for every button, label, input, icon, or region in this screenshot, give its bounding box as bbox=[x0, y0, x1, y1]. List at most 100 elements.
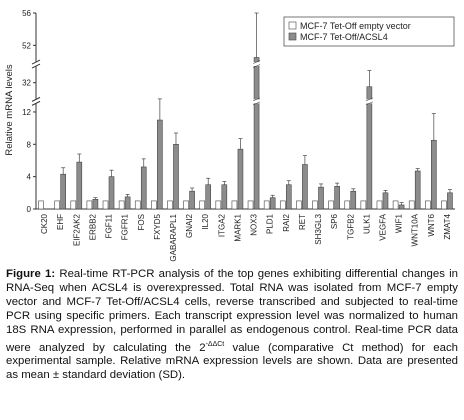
bar bbox=[70, 200, 77, 210]
bar bbox=[344, 200, 351, 210]
bar bbox=[447, 192, 453, 210]
bar bbox=[215, 200, 222, 210]
y-axis-label: Relative mRNA levels bbox=[4, 64, 15, 156]
axis-break bbox=[31, 100, 41, 106]
x-tick-label: RET bbox=[298, 214, 307, 230]
bar bbox=[92, 198, 99, 210]
bar-break bbox=[253, 62, 261, 67]
bar bbox=[102, 200, 109, 210]
x-tick-label: FGF11 bbox=[105, 213, 114, 238]
bar-break bbox=[253, 99, 261, 104]
bar bbox=[173, 144, 179, 210]
legend-swatch bbox=[288, 21, 297, 30]
bar bbox=[60, 173, 66, 210]
x-tick-label: FOS bbox=[137, 214, 146, 230]
bar bbox=[441, 200, 447, 210]
axis-break bbox=[31, 59, 41, 65]
x-tick-label: VEGFA bbox=[378, 213, 387, 240]
x-tick-label: ERBB2 bbox=[88, 213, 97, 240]
chart: Relative mRNA levels 0 4 8 12 32 52 56 CK20 EHF E… bbox=[4, 9, 455, 262]
bar bbox=[134, 200, 141, 210]
bar-break-mark bbox=[252, 101, 261, 106]
bar bbox=[328, 200, 334, 210]
caption-text: value (comparative Ct method) for each e… bbox=[6, 341, 458, 382]
x-tick-label: SH3GL3 bbox=[314, 213, 323, 244]
x-tick-label: RAI2 bbox=[282, 213, 291, 231]
y-tick-label: 4 bbox=[27, 173, 32, 182]
legend-swatch bbox=[288, 32, 297, 41]
bar bbox=[151, 200, 157, 210]
bar bbox=[425, 200, 431, 210]
bar bbox=[157, 119, 163, 210]
x-tick-label: FXYD5 bbox=[153, 213, 162, 239]
bar bbox=[360, 200, 367, 210]
bar bbox=[312, 200, 318, 210]
bar bbox=[318, 186, 324, 210]
bar-break-mark bbox=[252, 64, 261, 68]
legend-box bbox=[283, 16, 455, 47]
y-tick-label: 56 bbox=[22, 9, 31, 18]
bar bbox=[392, 200, 399, 210]
y-tick-label: 52 bbox=[22, 41, 31, 50]
bar bbox=[366, 86, 373, 210]
bar bbox=[140, 166, 147, 210]
y-tick-label: 12 bbox=[22, 108, 31, 117]
bar bbox=[296, 200, 302, 210]
caption: Figure 1: Real-time RT-PCR analysis of t… bbox=[6, 268, 458, 383]
bar bbox=[167, 200, 173, 210]
bar bbox=[263, 200, 270, 210]
bar bbox=[302, 164, 308, 210]
x-tick-label: WNT10A bbox=[411, 213, 420, 246]
bar-break-mark bbox=[252, 97, 261, 102]
x-tick-label: CK20 bbox=[40, 213, 49, 234]
x-tick-label: MARK1 bbox=[233, 213, 242, 241]
bar bbox=[205, 184, 212, 210]
caption-sup: -ΔΔCt bbox=[205, 340, 225, 348]
x-tick-label: SP6 bbox=[330, 213, 339, 229]
bar bbox=[376, 200, 383, 210]
y-tick-label: 0 bbox=[27, 205, 32, 214]
bar bbox=[350, 190, 357, 210]
bar bbox=[76, 161, 83, 210]
x-tick-label: WIF1 bbox=[395, 213, 404, 233]
bar bbox=[189, 190, 195, 210]
x-tick-label: GNAI2 bbox=[185, 213, 194, 238]
bar bbox=[183, 200, 189, 210]
caption-text: Real-time RT-PCR analysis of the top gen… bbox=[6, 268, 458, 354]
axis-break bbox=[31, 96, 41, 102]
bar-break-mark bbox=[365, 97, 373, 102]
x-tick-label: WNT6 bbox=[427, 213, 436, 236]
bar bbox=[118, 200, 125, 210]
bar bbox=[431, 139, 437, 210]
bar bbox=[38, 200, 44, 210]
bar bbox=[279, 200, 286, 210]
bar bbox=[221, 184, 228, 210]
x-tick-label: EIF2AK2 bbox=[72, 213, 81, 246]
bar bbox=[269, 197, 276, 210]
bar bbox=[54, 200, 60, 210]
x-tick-label: NOX3 bbox=[250, 213, 259, 235]
x-tick-label: FGFR1 bbox=[121, 213, 130, 240]
y-tick-label: 8 bbox=[27, 140, 32, 149]
x-tick-label: PLD1 bbox=[266, 213, 275, 234]
bar bbox=[382, 192, 389, 210]
x-tick-label: IL20 bbox=[201, 213, 210, 229]
caption-label: Figure 1: bbox=[6, 268, 56, 280]
bar bbox=[108, 176, 115, 210]
bar bbox=[124, 196, 131, 210]
x-tick-label: ZMAT4 bbox=[443, 213, 452, 239]
axis-break bbox=[31, 63, 41, 69]
bar-break-mark bbox=[252, 60, 261, 64]
bar bbox=[247, 200, 254, 210]
x-tick-label: ULK1 bbox=[362, 213, 371, 234]
x-tick-label: GABARAPL1 bbox=[169, 213, 178, 261]
x-tick-label: ITGA2 bbox=[217, 213, 226, 237]
bar bbox=[334, 186, 340, 210]
y-tick-label: 32 bbox=[22, 79, 31, 88]
bar bbox=[414, 170, 421, 210]
bar bbox=[253, 57, 260, 210]
legend-label: MCF-7 Tet-Off/ACSL4 bbox=[300, 32, 388, 42]
bar-break-mark bbox=[365, 101, 373, 106]
bar bbox=[408, 200, 415, 210]
